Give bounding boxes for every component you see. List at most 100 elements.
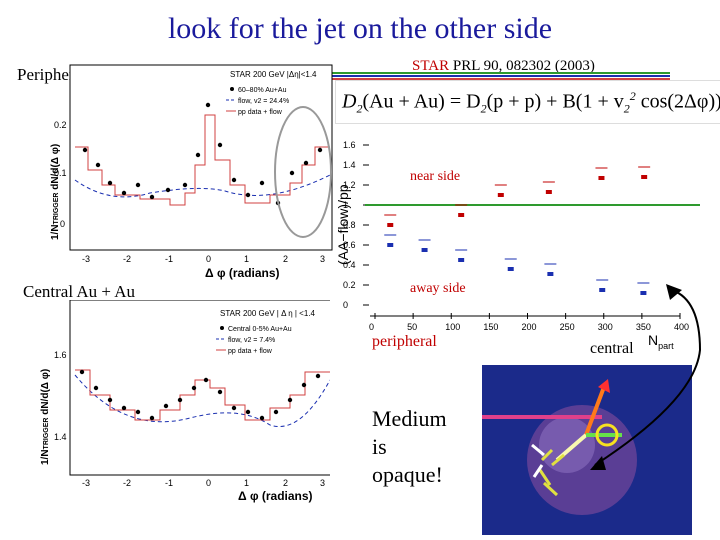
reference-citation: STAR PRL 90, 082302 (2003) <box>412 58 595 75</box>
svg-text:-1: -1 <box>165 478 173 488</box>
formula-d: D <box>342 90 357 113</box>
formula-cos: cos(2Δφ)) <box>640 90 720 113</box>
ratio-xtick: 300 <box>598 322 613 332</box>
slide-title: look for the jet on the other side <box>167 12 553 45</box>
near-side-point <box>497 193 504 197</box>
away-side-point <box>387 243 394 247</box>
peripheral-ytick-0: 0.2 <box>54 120 67 130</box>
near-side-point <box>641 175 648 179</box>
formula-sub-b: 2 <box>480 101 487 116</box>
svg-text:-2: -2 <box>123 478 131 488</box>
central-ytick-0: 1.6 <box>54 350 67 360</box>
peripheral-legend-1: flow, v2 = 24.4% <box>238 98 289 105</box>
medium-illustration <box>482 365 692 535</box>
npart-axis-label: Npart <box>648 332 674 351</box>
central-xticks: -3 -2 -1 0 1 2 3 <box>82 478 325 488</box>
reference-underline <box>325 72 670 80</box>
formula-sub: 2 <box>356 101 363 116</box>
ratio-ytick: 1.6 <box>343 140 356 150</box>
svg-text:0: 0 <box>206 478 211 488</box>
away-side-point <box>547 272 554 276</box>
away-side-label: away side <box>410 281 466 296</box>
ratio-ytick: 1 <box>343 200 348 210</box>
central-legend-0: Central 0-5% Au+Au <box>228 326 292 333</box>
ratio-ytick: 0.8 <box>343 220 356 230</box>
peripheral-marker-label: peripheral <box>372 333 437 350</box>
ratio-xtick: 100 <box>445 322 460 332</box>
svg-text:2: 2 <box>283 254 288 264</box>
ratio-yticks: 1.6 1.4 1.2 1 0.8 0.6 0.4 0.2 0 <box>343 140 369 310</box>
central-header: STAR 200 GeV | Δ η | <1.4 <box>220 309 316 318</box>
peripheral-xlabel: Δ φ (radians) <box>205 266 280 280</box>
away-side-point <box>599 288 606 292</box>
near-side-point <box>458 213 465 217</box>
away-side-point <box>507 267 514 271</box>
reference-prefix: STAR <box>412 58 450 74</box>
ratio-points <box>384 166 651 295</box>
central-data-points <box>79 369 321 421</box>
central-legend-1: flow, v2 = 7.4% <box>228 337 275 344</box>
central-ylabel: 1/NTRIGGER dN/d(Δ φ) <box>40 369 51 465</box>
ratio-ytick: 1.4 <box>343 160 356 170</box>
ratio-ytick: 0 <box>343 300 348 310</box>
formula-sup: 2 <box>629 89 636 103</box>
ratio-plot: (AA−flow)/pp 1.6 1.4 1.2 1 0.8 0.6 0.4 0.2 0 0 50… <box>335 140 700 332</box>
central-xlabel: Δ φ (radians) <box>238 489 313 503</box>
svg-text:3: 3 <box>320 254 325 264</box>
jet-outgoing <box>584 386 606 436</box>
away-side-point <box>458 258 465 262</box>
reference-rest: PRL 90, 082302 (2003) <box>449 58 595 74</box>
formula-sub-c: 2 <box>623 101 630 116</box>
ratio-xtick: 150 <box>483 322 498 332</box>
ratio-xtick: 350 <box>636 322 651 332</box>
ratio-xticks: 0 50 100 150 200 250 300 350 400 <box>369 313 689 332</box>
svg-text:-2: -2 <box>123 254 131 264</box>
svg-text:-3: -3 <box>82 254 90 264</box>
peripheral-ytick-2: 0 <box>60 219 65 229</box>
central-pp-histogram <box>75 369 330 421</box>
ratio-ytick: 0.4 <box>343 260 356 270</box>
ratio-ytick: 1.2 <box>343 180 356 190</box>
peripheral-ytick-1: 0.1 <box>54 168 67 178</box>
peripheral-highlight-ellipse <box>274 106 332 238</box>
formula-aa: (Au + Au) = D <box>362 90 481 113</box>
central-marker-label: central <box>590 340 634 357</box>
peripheral-plot-frame <box>69 64 333 251</box>
ratio-xtick: 0 <box>369 322 374 332</box>
central-legend-2: pp data + flow <box>228 348 273 355</box>
fragment-lines <box>538 448 565 497</box>
svg-text:2: 2 <box>283 478 288 488</box>
ratio-ytick: 0.2 <box>343 280 356 290</box>
away-side-point <box>640 291 647 295</box>
ratio-xtick: 400 <box>674 322 689 332</box>
near-side-point <box>387 223 394 227</box>
svg-text:1: 1 <box>244 254 249 264</box>
ratio-xtick: 50 <box>407 322 417 332</box>
peripheral-flow-curve <box>74 174 331 198</box>
medium-opaque-text: Medium is opaque! <box>372 406 447 487</box>
central-correlation-plot: STAR 200 GeV | Δ η | <1.4 Central 0-5% A… <box>40 300 330 503</box>
connector-arrow <box>590 284 702 470</box>
near-side-point <box>598 176 605 180</box>
legend-marker-au <box>230 87 234 91</box>
peripheral-legend-0: 60–80% Au+Au <box>238 87 287 94</box>
ratio-xtick: 250 <box>560 322 575 332</box>
central-plot-frame <box>69 300 330 476</box>
svg-text:-1: -1 <box>165 254 173 264</box>
ratio-ytick: 0.6 <box>343 240 356 250</box>
near-side-point <box>545 190 552 194</box>
ratio-ylabel: (AA−flow)/pp <box>335 184 351 265</box>
peripheral-xticks: -3 -2 -1 0 1 2 3 <box>82 254 325 264</box>
peripheral-pp-histogram <box>75 114 330 206</box>
near-side-label: near side <box>410 169 460 184</box>
peripheral-correlation-plot: STAR 200 GeV |Δη|<1.4 60–80% Au+Au flow,… <box>50 64 333 280</box>
d2-formula: D2(Au + Au) = D2(p + p) + B(1 + v22 cos(… <box>335 80 720 124</box>
peripheral-ylabel: 1/NTRIGGER dN/d(Δ φ) <box>50 144 61 240</box>
ratio-xtick: 200 <box>522 322 537 332</box>
svg-text:0: 0 <box>206 254 211 264</box>
peripheral-data-points <box>82 102 323 206</box>
peripheral-legend-2: pp data + flow <box>238 109 283 116</box>
away-side-point <box>421 248 428 252</box>
central-ytick-1: 1.4 <box>54 432 67 442</box>
svg-text:-3: -3 <box>82 478 90 488</box>
